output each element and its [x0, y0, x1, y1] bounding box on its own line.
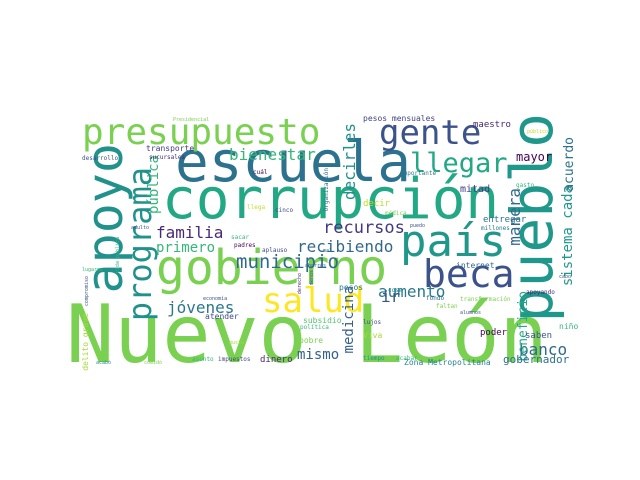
word-maestro: maestro [473, 120, 511, 130]
word-ahorros: ahorros [305, 263, 327, 269]
word-acuerdo: acuerdo [562, 137, 577, 192]
word-compromiso: compromiso [84, 276, 90, 307]
word-subsidio: subsidio [303, 316, 342, 325]
word-atender: atender [205, 312, 239, 321]
word-cosa: cosa [388, 287, 403, 294]
word-comido: comidó [144, 360, 163, 366]
word-sucursales: sucursales [149, 154, 186, 161]
word-desarrollo: desarrollo [82, 155, 119, 162]
word-recibiendo: recibiendo [297, 237, 394, 256]
word-viva: Viva [363, 331, 383, 340]
word-transformacion: transformación [460, 296, 511, 303]
word-municipio: municipio [236, 251, 339, 273]
word-puedo: puedo [410, 223, 426, 229]
word-decir: decir [363, 199, 391, 209]
word-aumento: aumento [378, 282, 446, 301]
word-publica: pública [146, 155, 162, 215]
word-cabo: cabo [559, 274, 572, 280]
word-recursos: recursos [323, 218, 405, 238]
word-banco: banco [519, 340, 568, 359]
word-beca: beca [423, 252, 515, 296]
word-nino: niño [559, 322, 579, 331]
word-gusto: gusto [229, 340, 245, 346]
word-jovenes: jóvenes [167, 298, 235, 317]
word-politica: política [300, 324, 329, 331]
word-primero: primero [156, 240, 216, 256]
word-derecho: derecho [297, 273, 303, 295]
word-transporte: transporte [146, 144, 195, 153]
word-organizacion: Organización [323, 168, 330, 212]
word-lugares: lugares [82, 267, 104, 273]
word-economia: economía [203, 296, 228, 302]
word-mitad: mitad [460, 184, 491, 195]
word-lujos: lujos [363, 319, 382, 326]
word-cloud-panel: Nuevo León corrupción escuela pueblo gob… [66, 112, 578, 375]
word-internet: internet [456, 261, 495, 270]
word-sistema-cada: sistema cada [560, 185, 576, 287]
word-apoyando: apoyando [526, 289, 555, 296]
word-beneficio: beneficio [516, 291, 531, 362]
word-mayor: mayor [516, 150, 553, 164]
word-sacar: sacar [231, 234, 250, 241]
word-escuela: escuela [175, 130, 412, 195]
word-gasto: gasto [516, 182, 535, 189]
word-mal: mal [323, 248, 333, 254]
word-medica: médica [385, 210, 407, 217]
word-corrupcion: corrupción [162, 167, 500, 232]
word-acabo: acabó [96, 360, 112, 366]
word-asunto: asunto [192, 356, 214, 363]
word-bienestar: bienestar [229, 145, 316, 164]
word-familia: familia [156, 223, 224, 242]
word-presidencial: Presidencial [173, 117, 210, 123]
word-pobre: pobre [299, 336, 324, 345]
word-decirles: decirles [340, 123, 359, 201]
word-salud: salud [262, 281, 365, 321]
word-cinco: cinco [275, 207, 294, 214]
word-adulto: adulto [131, 225, 150, 231]
word-pais: país [400, 216, 506, 267]
word-menos: menos [309, 270, 315, 286]
word-gobernador: gobernador [503, 353, 570, 366]
word-publico: público [527, 129, 549, 135]
word-saben: saben [525, 331, 553, 341]
word-llegar: llegar [410, 148, 508, 179]
word-cual: cuál [253, 169, 268, 176]
word-millones: millones [481, 225, 510, 232]
word-importante: importante [400, 170, 437, 177]
word-medicina: medicina [341, 286, 357, 354]
word-dinero: dinero [260, 355, 293, 365]
word-nuevo-leon: Nuevo León [66, 288, 548, 381]
word-tiempo: tiempo [363, 355, 385, 362]
word-mismo: mismo [297, 347, 340, 363]
word-poder: poder [480, 328, 508, 338]
word-impuestos: impuestos [218, 356, 251, 363]
word-vida-publica: vida pública [115, 237, 121, 274]
word-alumnos: alumnos [460, 310, 482, 316]
word-ir: ir [381, 287, 401, 306]
word-faltan: faltan [436, 303, 458, 310]
word-pesos: pesos [339, 283, 364, 292]
word-acabar: acabar [396, 355, 418, 362]
word-pesos-mensuales: pesos mensuales [363, 114, 436, 123]
word-delito-grave: delito grave [81, 313, 90, 371]
word-llega: llega [247, 204, 266, 211]
word-presupuesto: presupuesto [82, 112, 321, 153]
word-entregar: entregar [483, 215, 527, 225]
word-zona-metropolitana: Zona Metropolitana [404, 358, 491, 367]
word-padres: padres [234, 242, 256, 249]
word-gente: gente [379, 113, 482, 153]
word-gobierno: gobierno [156, 240, 388, 296]
word-aplauso: aplauso [262, 247, 288, 254]
word-fondo: fondo [426, 295, 445, 302]
